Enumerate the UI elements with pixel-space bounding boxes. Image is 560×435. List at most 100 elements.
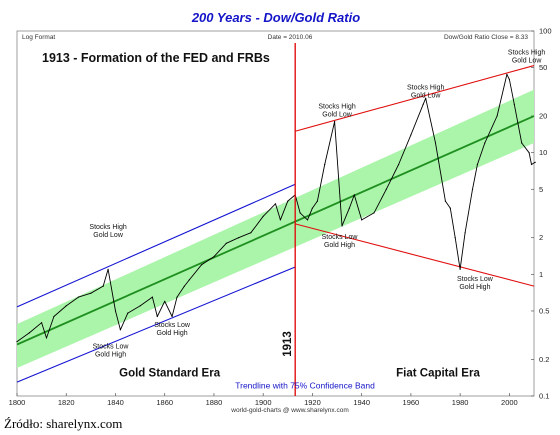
annotation-line: Gold High [459,284,490,291]
ratio-point [16,341,18,343]
ratio-point [534,161,536,163]
x-tick-label: 2000 [501,398,518,407]
ratio-point [449,207,451,209]
ratio-point [77,296,80,298]
annotation-line: Gold Low [512,58,543,65]
annotation-line: Gold High [324,242,355,249]
x-tick-label: 1900 [255,398,272,407]
annotation-line: Stocks Low [154,322,191,329]
ratio-point [410,134,412,136]
ratio-point [348,207,350,209]
y-tick-label: 20 [539,112,547,121]
ratio-point [274,203,277,205]
ratio-point [299,212,301,214]
annotation-line: Stocks High [89,224,126,231]
tick-marks [16,30,534,397]
source-caption: Źródło: sharelynx.com [4,416,123,431]
annotation-line: Gold Low [322,112,353,119]
extreme-annotation-0: Stocks High Gold Low [89,224,126,239]
ratio-point [324,163,326,166]
ratio-point [425,97,427,99]
label-layer: 1800 1820 1840 1860 1880 1900 1920 1940 1960 1980… [9,27,552,408]
extreme-annotation-2: Stocks Low Gold High [154,322,191,337]
y-tick-label: 0.1 [539,392,549,401]
x-tick-label: 1920 [304,398,321,407]
ratio-point [513,103,515,105]
ratio-point [398,163,400,166]
ratio-point [528,152,530,154]
annotation-line: Stocks High [407,85,444,92]
annotation-line: Stocks High [318,104,355,111]
annotation-line: Gold High [95,352,126,359]
y-tick-label: 0.5 [539,306,549,315]
ratio-point [496,115,498,117]
annotation-line: Stocks Low [457,276,494,283]
fed-1913-label: 1913 [282,331,294,357]
ratio-point [476,163,478,166]
y-tick-label: 50 [539,63,547,72]
ratio-point [353,194,355,196]
ratio-point [444,200,446,202]
trendline [16,115,535,346]
y-tick-label: 5 [539,185,543,194]
ratio-point [464,232,466,234]
y-tick-label: 100 [539,27,552,36]
annotation-line: Gold High [157,330,188,337]
ratio-point [454,237,456,239]
ratio-point [102,285,104,287]
x-tick-label: 1960 [403,398,420,407]
annotation-line: Gold Low [93,232,124,239]
footer-credit: world-gold-charts @ www.sharelynx.com [230,407,349,414]
ratio-point [213,256,215,258]
channel-line-1 [16,266,296,383]
ratio-point [183,285,185,287]
era-label-1: Fiat Capital Era [396,367,480,379]
ratio-point [41,322,43,324]
y-tick-label: 10 [539,148,547,157]
extreme-annotation-7: Stocks High Gold Low [508,50,545,65]
ratio-point [521,142,523,144]
ratio-point [188,279,190,281]
channel-line-0 [16,183,296,308]
ratio-point [434,142,437,144]
y-tick-label: 2 [539,233,543,242]
ratio-point [201,264,203,266]
ratio-point [107,268,109,270]
ratio-point [311,207,313,209]
ratio-point [156,315,158,318]
ratio-point [484,142,486,144]
ratio-point [90,292,92,294]
ratio-point [373,212,375,214]
annotation-line: Stocks Low [93,344,130,351]
extreme-annotation-5: Stocks High Gold Low [407,85,444,100]
era-label-0: Gold Standard Era [119,367,221,379]
annotation-line: Stocks High [508,50,545,57]
ratio-point [53,315,55,318]
ratio-point [28,332,30,334]
x-tick-label: 1880 [206,398,223,407]
ratio-point [238,237,240,239]
confidence-band-layer [17,89,534,368]
ratio-point [508,78,510,80]
ratio-point [306,219,309,221]
confidence-band-0 [17,89,534,368]
heading-annotation: 1913 - Formation of the FED and FRBs [42,51,270,65]
ratio-point [225,242,227,244]
ratio-point [139,305,141,307]
x-tick-label: 1860 [156,398,173,407]
ratio-point [471,188,474,190]
x-tick-label: 1820 [58,398,75,407]
channel-line-2 [295,65,535,132]
dow-gold-ratio-line [16,73,536,342]
extreme-annotation-1: Stocks Low Gold High [93,344,130,359]
x-tick-label: 1940 [353,398,370,407]
ratio-point [341,225,343,227]
ratio-point [127,312,129,314]
ratio-point [151,296,153,298]
ratio-point [530,163,533,166]
chart-title: 200 Years - Dow/Gold Ratio [191,10,360,25]
extreme-annotation-3: Stocks High Gold Low [318,104,355,119]
y-tick-label: 0.2 [539,355,549,364]
ratio-point [316,200,318,202]
